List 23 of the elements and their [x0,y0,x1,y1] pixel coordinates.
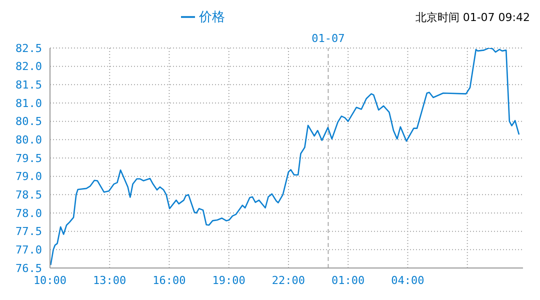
y-tick-label: 79.5 [16,152,42,165]
y-tick-label: 77.0 [16,244,42,257]
x-tick-label: 16:00 [152,274,186,287]
y-tick-label: 76.5 [16,262,42,275]
text: 北京时间 01-07 09:42 [415,10,530,25]
x-tick-label: 10:00 [33,274,67,287]
y-tick-label: 80.0 [16,134,42,147]
x-tick-label: 22:00 [272,274,306,287]
y-tick-label: 79.0 [16,170,42,184]
y-tick-label: 81.5 [16,78,42,92]
y-tick-label: 82.0 [16,60,42,74]
x-tick-label: 13:00 [93,274,126,287]
y-tick-label: 78.0 [16,206,42,220]
x-tick-label: 01:00 [332,274,365,287]
y-tick-label: 80.5 [16,115,42,128]
ref-line-label: 01-07 [312,32,345,45]
y-tick-label: 77.5 [16,225,42,238]
y-tick-label: 78.5 [16,188,42,202]
y-tick-label: 82.5 [16,42,42,55]
legend-label: 价格 [199,10,225,25]
x-tick-label: 04:00 [391,274,424,287]
x-tick-label: 19:00 [212,274,246,287]
y-tick-label: 81.0 [16,96,42,110]
